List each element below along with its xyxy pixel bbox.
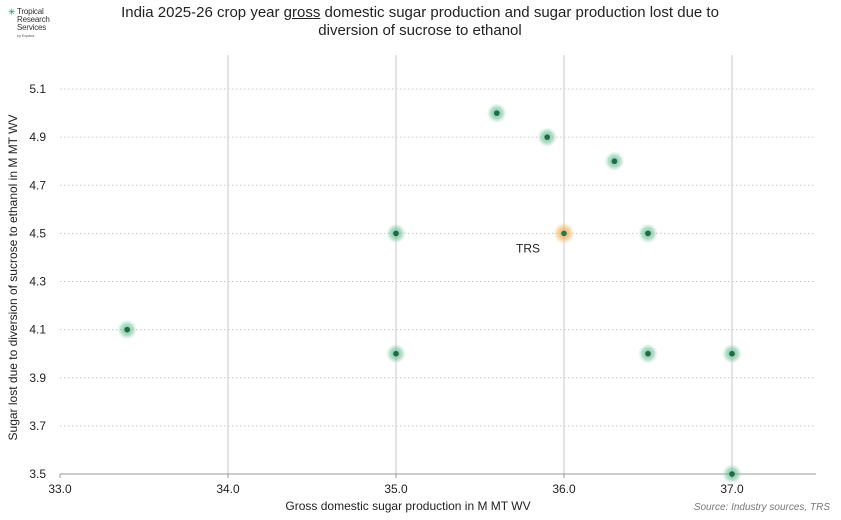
trs-logo: ✳ Tropical Research Services by Expana bbox=[8, 7, 68, 47]
x-tick-label: 34.0 bbox=[216, 482, 240, 496]
title-emphasis: gross bbox=[283, 4, 321, 21]
title-part-2: domestic sugar production and sugar prod… bbox=[320, 4, 719, 21]
logo-text-line-2: Research bbox=[17, 15, 50, 24]
data-point bbox=[722, 464, 742, 484]
data-point bbox=[604, 151, 625, 172]
data-point bbox=[486, 103, 507, 124]
y-tick-label: 5.1 bbox=[29, 82, 46, 96]
data-point-marker bbox=[645, 350, 651, 357]
data-point-marker bbox=[393, 230, 399, 237]
chart-title: India 2025-26 crop year gross domestic s… bbox=[60, 4, 780, 40]
data-point-layer bbox=[117, 103, 742, 484]
data-point bbox=[537, 127, 558, 148]
data-point-marker bbox=[729, 350, 735, 357]
highlight-point-marker bbox=[561, 230, 567, 237]
chart-title-line-1: India 2025-26 crop year gross domestic s… bbox=[60, 4, 780, 22]
x-tick-label: 37.0 bbox=[720, 482, 744, 496]
logo-text-line-1: Tropical bbox=[17, 7, 44, 16]
y-tick-label: 3.9 bbox=[29, 371, 46, 385]
data-point-marker bbox=[494, 110, 500, 116]
highlight-point bbox=[553, 222, 575, 245]
y-tick-label: 3.7 bbox=[29, 419, 46, 433]
trs-annotation: TRS bbox=[516, 241, 540, 255]
data-point bbox=[722, 343, 742, 364]
data-point bbox=[386, 223, 406, 244]
logo-text-line-4: by Expana bbox=[17, 33, 35, 38]
y-tick-label: 4.1 bbox=[29, 323, 46, 337]
y-axis-label: Sugar lost due to diversion of sucrose t… bbox=[6, 115, 20, 441]
logo-text-line-3: Services bbox=[17, 23, 47, 32]
tick-label-layer: 3.5 3.7 3.9 4.1 4.3 4.5 4.7 4.9 5.1 33.0 34.0 35.0 3… bbox=[29, 82, 744, 496]
data-point-marker bbox=[544, 134, 550, 140]
source-note: Source: Industry sources, TRS bbox=[693, 502, 830, 513]
y-tick-label: 4.7 bbox=[29, 178, 46, 192]
x-tick-label: 35.0 bbox=[384, 482, 408, 496]
data-point-marker bbox=[729, 471, 735, 477]
x-tick-label: 36.0 bbox=[552, 482, 576, 496]
data-point bbox=[638, 223, 658, 244]
data-point-marker bbox=[393, 350, 399, 357]
data-point-marker bbox=[124, 326, 130, 333]
x-axis-label: Gross domestic sugar production in M MT … bbox=[285, 499, 530, 513]
y-tick-label: 4.3 bbox=[29, 275, 46, 289]
y-tick-label: 4.9 bbox=[29, 130, 46, 144]
y-tick-label: 4.5 bbox=[29, 226, 46, 240]
data-point-marker bbox=[611, 158, 618, 165]
data-point bbox=[117, 319, 138, 340]
axis-layer bbox=[59, 473, 816, 478]
data-point bbox=[386, 343, 406, 364]
title-part-1: India 2025-26 crop year bbox=[121, 4, 284, 21]
logo-star-icon: ✳ bbox=[8, 7, 16, 17]
data-point bbox=[638, 343, 658, 364]
chart-title-line-2: diversion of sucrose to ethanol bbox=[318, 22, 522, 39]
y-tick-label: 3.5 bbox=[29, 467, 46, 481]
grid-layer bbox=[60, 55, 816, 475]
x-tick-label: 33.0 bbox=[48, 482, 72, 496]
data-point-marker bbox=[645, 230, 651, 237]
